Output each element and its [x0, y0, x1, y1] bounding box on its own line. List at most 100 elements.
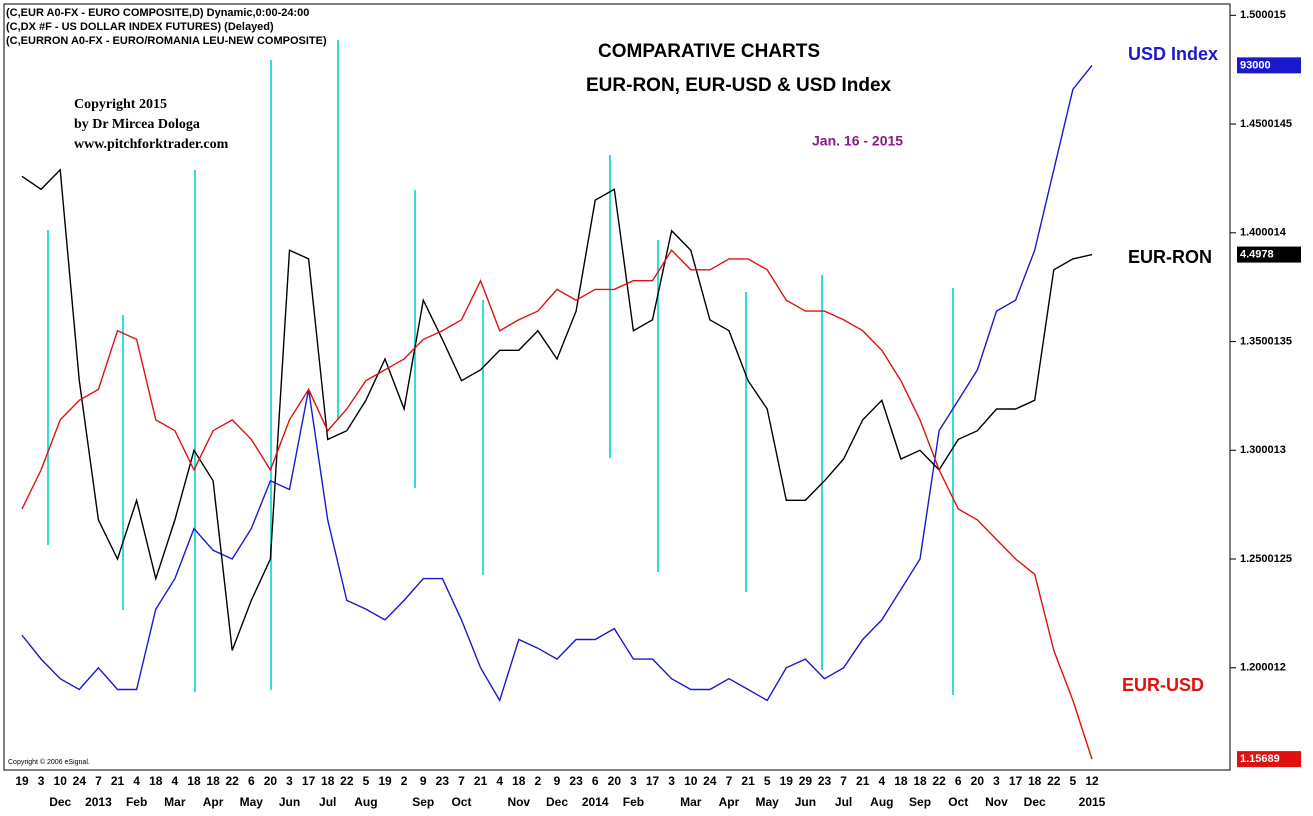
- x-tick-label: 12: [1085, 774, 1099, 788]
- x-tick-label: 18: [187, 774, 201, 788]
- x-tick-label: 23: [569, 774, 583, 788]
- x-tick-label: 4: [172, 774, 179, 788]
- x-tick-label: 4: [133, 774, 140, 788]
- x-month-label: Dec: [546, 795, 568, 809]
- x-tick-label: 24: [703, 774, 717, 788]
- x-month-label: Oct: [948, 795, 968, 809]
- x-tick-label: 20: [264, 774, 278, 788]
- x-tick-label: 3: [993, 774, 1000, 788]
- value-badge-label: 93000: [1240, 59, 1271, 71]
- x-month-label: Feb: [623, 795, 644, 809]
- x-tick-label: 19: [378, 774, 392, 788]
- y-tick-label: 1.400014: [1240, 227, 1287, 239]
- series-line: [21, 168, 1093, 651]
- x-month-label: Nov: [985, 795, 1008, 809]
- value-badge: [1237, 57, 1301, 74]
- copyright: www.pitchforktrader.com: [74, 137, 229, 152]
- x-month-label: Jun: [795, 795, 816, 809]
- x-tick-label: 9: [554, 774, 561, 788]
- chart-subtitle: EUR-RON, EUR-USD & USD Index: [586, 75, 892, 96]
- x-tick-label: 22: [1047, 774, 1061, 788]
- chart-title: COMPARATIVE CHARTS: [598, 41, 820, 62]
- x-tick-label: 18: [913, 774, 927, 788]
- x-tick-label: 9: [420, 774, 427, 788]
- x-tick-label: 23: [818, 774, 832, 788]
- x-month-label: Mar: [164, 795, 186, 809]
- x-month-label: Jul: [835, 795, 852, 809]
- legend-label: EUR-USD: [1122, 675, 1204, 695]
- x-tick-label: 6: [955, 774, 962, 788]
- x-month-label: Apr: [719, 795, 740, 809]
- x-month-label: Dec: [49, 795, 71, 809]
- series-line: [21, 64, 1093, 703]
- x-tick-label: 21: [856, 774, 870, 788]
- x-tick-label: 17: [646, 774, 660, 788]
- x-tick-label: 22: [932, 774, 946, 788]
- x-tick-label: 6: [248, 774, 255, 788]
- x-month-label: Jul: [319, 795, 336, 809]
- x-tick-label: 18: [894, 774, 908, 788]
- x-tick-label: 23: [436, 774, 450, 788]
- y-tick-label: 1.200012: [1240, 662, 1286, 674]
- x-month-label: Oct: [451, 795, 471, 809]
- x-month-label: Sep: [909, 795, 931, 809]
- header-line: (C,EURRON A0-FX - EURO/ROMANIA LEU-NEW C…: [6, 35, 327, 47]
- x-tick-label: 5: [363, 774, 370, 788]
- x-tick-label: 21: [741, 774, 755, 788]
- header-line: (C,DX #F - US DOLLAR INDEX FUTURES) (Del…: [6, 21, 274, 33]
- x-tick-label: 3: [286, 774, 293, 788]
- x-tick-label: 18: [1028, 774, 1042, 788]
- plot-frame: [3, 3, 1231, 771]
- series-line: [21, 249, 1093, 760]
- y-tick-label: 1.500015: [1240, 9, 1286, 21]
- x-tick-label: 7: [95, 774, 102, 788]
- x-tick-label: 18: [206, 774, 220, 788]
- x-tick-label: 4: [878, 774, 885, 788]
- x-tick-label: 2: [401, 774, 408, 788]
- x-month-label: 2013: [85, 795, 112, 809]
- y-tick-label: 1.4500145: [1240, 118, 1292, 130]
- x-tick-label: 29: [799, 774, 813, 788]
- y-tick-label: 1.2500125: [1240, 553, 1292, 565]
- x-tick-label: 5: [764, 774, 771, 788]
- x-tick-label: 10: [684, 774, 698, 788]
- x-month-label: Aug: [354, 795, 377, 809]
- x-tick-label: 19: [15, 774, 29, 788]
- x-tick-label: 10: [54, 774, 68, 788]
- legend-label: USD Index: [1128, 44, 1218, 64]
- x-tick-label: 18: [149, 774, 163, 788]
- x-tick-label: 3: [668, 774, 675, 788]
- x-month-label: Aug: [870, 795, 893, 809]
- x-tick-label: 21: [474, 774, 488, 788]
- x-month-label: Sep: [412, 795, 434, 809]
- x-tick-label: 3: [38, 774, 45, 788]
- header-line: (C,EUR A0-FX - EURO COMPOSITE,D) Dynamic…: [6, 7, 309, 19]
- x-tick-label: 2: [535, 774, 542, 788]
- source-note: Copyright © 2006 eSignal.: [8, 758, 90, 766]
- x-tick-label: 17: [302, 774, 316, 788]
- x-tick-label: 5: [1070, 774, 1077, 788]
- value-badge: [1237, 246, 1301, 263]
- x-tick-label: 19: [780, 774, 794, 788]
- x-month-label: May: [756, 795, 780, 809]
- value-badge-label: 1.15689: [1240, 753, 1280, 765]
- x-month-label: Mar: [680, 795, 702, 809]
- x-tick-label: 4: [496, 774, 503, 788]
- x-tick-label: 17: [1009, 774, 1023, 788]
- copyright: Copyright 2015: [74, 97, 167, 112]
- x-month-label: 2015: [1079, 795, 1106, 809]
- x-tick-label: 24: [73, 774, 87, 788]
- x-tick-label: 22: [225, 774, 239, 788]
- x-tick-label: 18: [512, 774, 526, 788]
- copyright: by Dr Mircea Dologa: [74, 117, 200, 132]
- x-month-label: May: [240, 795, 264, 809]
- x-month-label: Jun: [279, 795, 300, 809]
- value-badge-label: 4.4978: [1240, 248, 1274, 260]
- x-tick-label: 22: [340, 774, 354, 788]
- x-month-label: Apr: [203, 795, 224, 809]
- value-badge: [1237, 751, 1301, 768]
- x-tick-label: 7: [726, 774, 733, 788]
- x-month-label: Nov: [507, 795, 530, 809]
- date-note: Jan. 16 - 2015: [812, 133, 903, 149]
